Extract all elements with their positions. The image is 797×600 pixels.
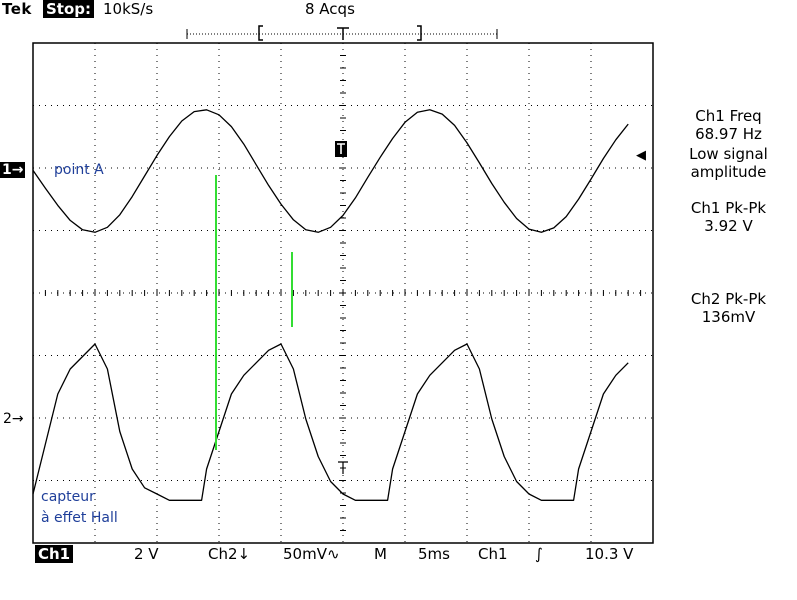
footer-trigger-level: 10.3 V: [585, 545, 634, 563]
record-trigger-position-icon: [337, 27, 349, 40]
ch1-pkpk-title: Ch1 Pk-Pk: [690, 199, 767, 217]
sample-rate: 10kS/s: [103, 0, 154, 18]
ch1-trace: [32, 109, 629, 233]
ch2-pkpk-value: 136mV: [701, 308, 756, 326]
ch2-pkpk-title: Ch2 Pk-Pk: [690, 290, 767, 308]
trace-layer: [32, 109, 629, 501]
record-window-right-bracket: [417, 25, 422, 41]
footer-ch2-scale: 50mV∿: [283, 545, 340, 563]
footer-ch2-label[interactable]: Ch2↓: [208, 545, 251, 563]
record-window-left-bracket: [258, 25, 263, 41]
footer-ch1-scale: 2 V: [134, 545, 159, 563]
trigger-point-glyph: [337, 143, 345, 154]
ch1-freq-title: Ch1 Freq: [695, 107, 762, 125]
acquisition-state: Stop:: [43, 0, 95, 18]
trigger-level-arrow-icon[interactable]: ◀: [636, 148, 646, 163]
annotation-hall-line2: à effet Hall: [41, 510, 118, 526]
ch2-ground-marker[interactable]: 2→: [3, 411, 24, 427]
ch1-ground-marker[interactable]: 1→: [0, 162, 26, 178]
trigger-markers: [335, 141, 348, 474]
graticule: [32, 42, 654, 544]
footer-mode: M: [374, 545, 387, 563]
record-length-bar: [186, 25, 498, 41]
ch1-freq-note-2: amplitude: [690, 163, 767, 181]
brand-label: Tek: [2, 0, 32, 18]
ch2-trace: [32, 343, 629, 501]
ch1-freq-value: 68.97 Hz: [695, 125, 762, 143]
ch1-pkpk-value: 3.92 V: [704, 217, 753, 235]
footer-trigger-slope-icon: ∫: [535, 545, 543, 563]
footer-ch1-label[interactable]: Ch1: [35, 545, 74, 563]
footer-timebase: 5ms: [418, 545, 450, 563]
acquisition-count: 8 Acqs: [305, 0, 355, 18]
ch1-freq-note-1: Low signal: [689, 145, 768, 163]
cursor-layer: [215, 175, 293, 450]
trigger-bottom-icon: [338, 461, 348, 474]
annotation-point-a: point A: [54, 162, 104, 178]
annotation-hall-line1: capteur: [41, 489, 95, 505]
footer-trigger-source: Ch1: [478, 545, 508, 563]
